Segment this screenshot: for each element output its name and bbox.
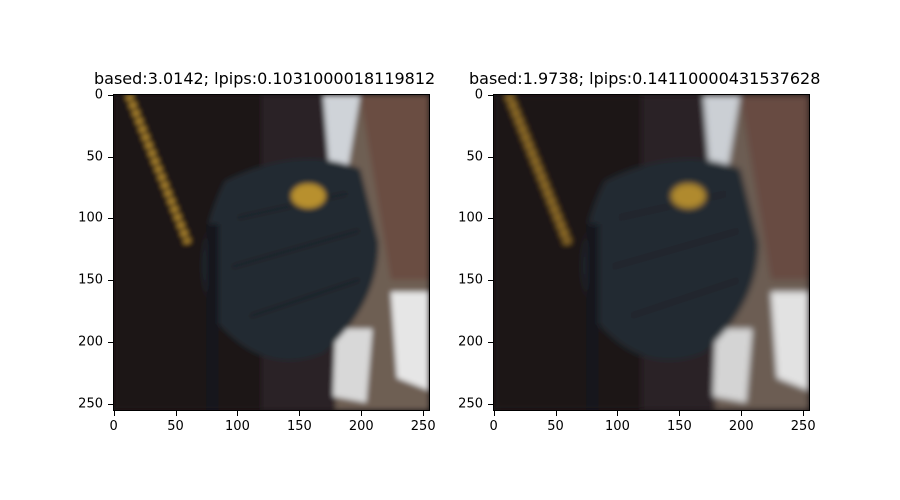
y-tick-label: 100 xyxy=(458,210,483,226)
x-tick-label: 100 xyxy=(605,419,630,434)
x-tick-mark xyxy=(299,411,301,416)
x-tick-mark xyxy=(175,411,177,416)
y-tick-mark xyxy=(488,342,493,344)
x-tick-mark xyxy=(803,411,805,416)
y-tick-mark xyxy=(488,156,493,158)
y-tick-mark xyxy=(488,218,493,220)
x-tick-mark xyxy=(741,411,743,416)
image-axes xyxy=(493,94,810,411)
y-tick-mark xyxy=(108,404,113,406)
y-tick-label: 200 xyxy=(458,334,483,350)
y-tick-label: 0 xyxy=(474,87,483,103)
x-tick-label: 0 xyxy=(109,419,118,434)
x-tick-label: 150 xyxy=(666,419,692,434)
x-tick-mark xyxy=(555,411,557,416)
x-tick-label: 50 xyxy=(547,419,564,434)
panel-title: based:3.0142; lpips:0.1031000018119812 xyxy=(94,69,436,88)
x-tick-mark xyxy=(679,411,681,416)
x-tick-mark xyxy=(423,411,425,416)
y-tick-mark xyxy=(108,218,113,220)
x-tick-label: 200 xyxy=(348,419,374,434)
bag-photo xyxy=(114,95,429,410)
y-tick-mark xyxy=(488,94,493,96)
y-tick-label: 250 xyxy=(78,396,103,412)
x-tick-mark xyxy=(493,411,495,416)
y-tick-mark xyxy=(488,280,493,282)
panel-title: based:1.9738; lpips:0.14110000431537628 xyxy=(469,69,821,88)
y-tick-label: 150 xyxy=(458,272,483,288)
x-tick-mark xyxy=(617,411,619,416)
x-tick-label: 250 xyxy=(410,419,436,434)
x-tick-label: 250 xyxy=(790,419,816,434)
bag-photo xyxy=(494,95,809,410)
x-tick-label: 50 xyxy=(167,419,184,434)
y-tick-label: 250 xyxy=(458,396,483,412)
y-tick-mark xyxy=(108,342,113,344)
y-tick-mark xyxy=(108,280,113,282)
x-tick-mark xyxy=(237,411,239,416)
y-tick-mark xyxy=(108,156,113,158)
y-tick-mark xyxy=(108,94,113,96)
x-tick-mark xyxy=(113,411,115,416)
y-tick-label: 50 xyxy=(86,149,103,165)
y-tick-label: 200 xyxy=(78,334,103,350)
image-axes xyxy=(113,94,430,411)
panel-left: based:3.0142; lpips:0.1031000018119812 xyxy=(0,0,435,460)
x-tick-label: 200 xyxy=(728,419,754,434)
x-tick-label: 100 xyxy=(225,419,250,434)
x-tick-label: 150 xyxy=(286,419,312,434)
y-tick-label: 100 xyxy=(78,210,103,226)
x-tick-mark xyxy=(361,411,363,416)
y-tick-label: 50 xyxy=(466,149,483,165)
x-tick-label: 0 xyxy=(489,419,498,434)
y-tick-label: 0 xyxy=(94,87,103,103)
y-tick-mark xyxy=(488,404,493,406)
y-tick-label: 150 xyxy=(78,272,103,288)
panel-right: based:1.9738; lpips:0.14110000431537628 xyxy=(380,0,820,460)
